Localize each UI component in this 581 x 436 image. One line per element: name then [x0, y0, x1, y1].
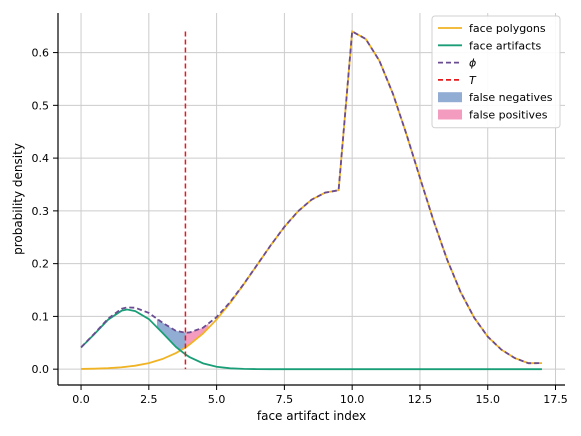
y-tick-label: 0.5 — [32, 99, 50, 112]
y-tick-label: 0.0 — [32, 363, 50, 376]
shaded-areas — [156, 318, 209, 350]
legend-label-false-negatives: false negatives — [469, 91, 553, 104]
x-tick-label: 17.5 — [543, 393, 568, 406]
x-tick-label: 5.0 — [208, 393, 226, 406]
y-tick-label: 0.6 — [32, 47, 50, 60]
legend-swatch-false-negatives — [438, 92, 462, 103]
y-axis-title: probability density — [11, 143, 25, 255]
axes: 0.0 2.5 5.0 7.5 10.0 12.5 15.0 17.5 0.0 0.1 0.2 0.3… — [11, 13, 568, 423]
x-tick-label: 12.5 — [408, 393, 433, 406]
x-axis-title: face artifact index — [257, 409, 366, 423]
legend-swatch-false-positives — [438, 109, 462, 120]
series-lines — [80, 30, 542, 371]
face-artifacts-line — [80, 308, 542, 371]
legend-label-T: T — [469, 74, 477, 87]
x-tick-label: 0.0 — [72, 393, 90, 406]
legend-label-phi: ϕ — [469, 57, 476, 70]
false-positives-area — [185, 323, 209, 348]
x-tick-label: 2.5 — [140, 393, 158, 406]
y-tick-label: 0.4 — [32, 152, 50, 165]
x-tick-label: 15.0 — [475, 393, 500, 406]
legend-label-face-polygons: face polygons — [469, 22, 546, 35]
legend-label-false-positives: false positives — [469, 109, 548, 122]
phi-line — [80, 30, 542, 365]
false-negatives-area — [156, 318, 186, 350]
legend-label-face-artifacts: face artifacts — [469, 39, 542, 52]
y-tick-label: 0.2 — [32, 258, 50, 271]
x-tick-label: 7.5 — [276, 393, 294, 406]
legend-box — [431, 15, 561, 129]
y-tick-label: 0.1 — [32, 310, 50, 323]
x-tick-label: 10.0 — [340, 393, 365, 406]
y-tick-label: 0.3 — [32, 205, 50, 218]
